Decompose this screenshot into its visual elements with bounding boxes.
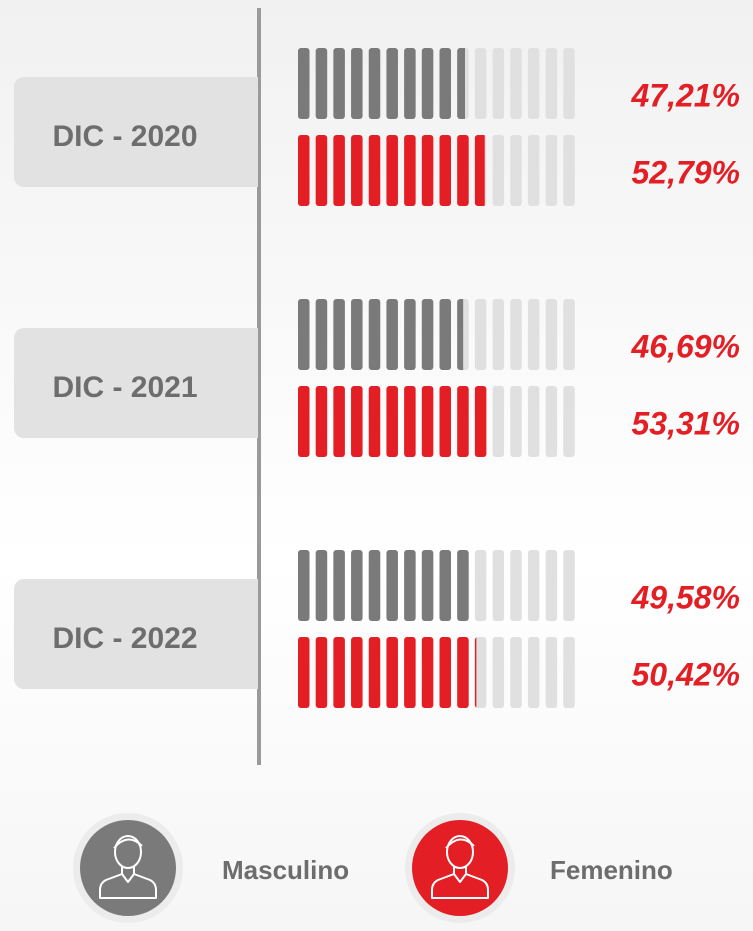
category-label: DIC - 2022 xyxy=(52,622,197,655)
legend-label: Femenino xyxy=(550,855,673,885)
bar xyxy=(298,637,477,708)
person-icon xyxy=(99,835,157,899)
bar xyxy=(298,550,469,621)
value-label: 49,58% xyxy=(630,579,740,615)
category-box xyxy=(14,579,258,689)
category-box xyxy=(14,77,258,187)
bar xyxy=(298,386,487,457)
value-label: 53,31% xyxy=(631,405,740,441)
value-label: 47,21% xyxy=(630,77,740,113)
value-label: 46,69% xyxy=(630,328,740,364)
value-label: 50,42% xyxy=(631,656,740,692)
person-icon xyxy=(431,835,489,899)
bar xyxy=(298,299,464,370)
category-box xyxy=(14,328,258,438)
value-label: 52,79% xyxy=(631,154,740,190)
category-label: DIC - 2021 xyxy=(52,371,197,404)
category-label: DIC - 2020 xyxy=(52,120,197,153)
bar xyxy=(298,135,485,206)
bar xyxy=(298,48,466,119)
legend-label: Masculino xyxy=(222,855,349,885)
